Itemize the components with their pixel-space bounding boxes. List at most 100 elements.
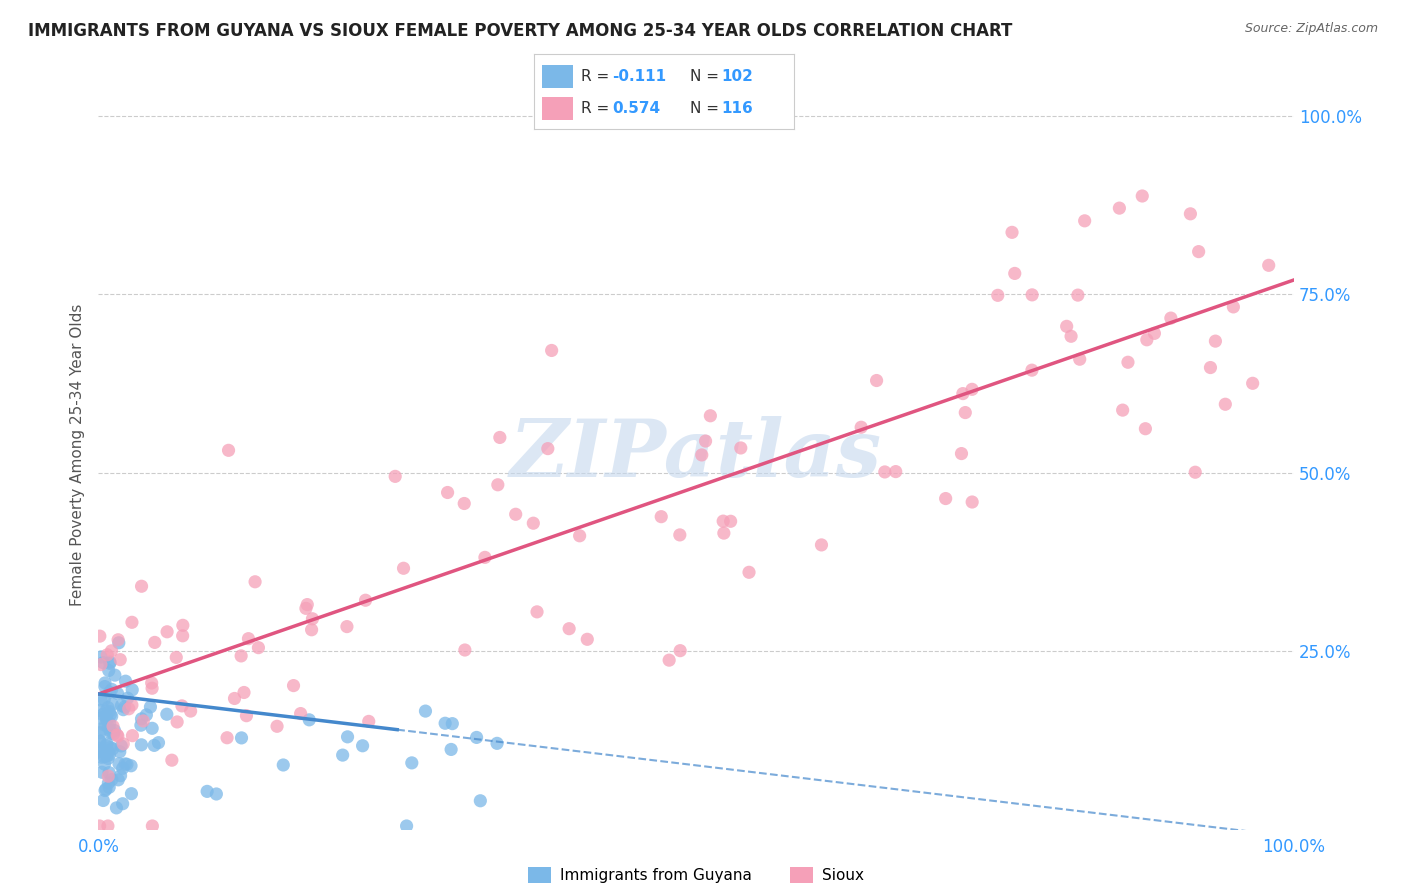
Point <box>90 657 112 672</box>
Point <box>97 720 120 734</box>
Point <box>89 703 111 717</box>
Point <box>537 442 560 456</box>
Point <box>235 708 257 723</box>
Point <box>849 420 872 434</box>
Point <box>114 700 136 714</box>
Point <box>1021 288 1043 302</box>
Point <box>415 704 437 718</box>
Text: 116: 116 <box>721 102 754 116</box>
Point <box>117 691 139 706</box>
Point <box>90 750 112 764</box>
Point <box>100 709 122 723</box>
Point <box>392 561 415 575</box>
Point <box>540 343 562 358</box>
Point <box>298 713 321 727</box>
Point <box>955 406 977 420</box>
Point <box>105 801 128 815</box>
Point <box>143 739 166 753</box>
Point <box>1116 355 1139 369</box>
Point <box>301 612 323 626</box>
Point <box>1135 422 1157 436</box>
Point <box>107 729 129 743</box>
Point <box>730 441 752 455</box>
Point <box>94 705 117 719</box>
Point <box>97 751 120 765</box>
Point <box>470 794 492 808</box>
Point <box>960 495 983 509</box>
Bar <box>543 65 574 87</box>
Point <box>271 758 294 772</box>
Point <box>1021 363 1043 377</box>
Point <box>1213 397 1236 411</box>
Point <box>1069 352 1091 367</box>
Point <box>247 640 270 655</box>
Point <box>94 680 117 694</box>
Point <box>526 605 548 619</box>
Point <box>454 643 477 657</box>
Point <box>156 707 179 722</box>
Point <box>139 700 162 714</box>
Point <box>233 685 256 699</box>
Point <box>121 615 143 630</box>
Point <box>112 737 135 751</box>
Point <box>89 733 111 747</box>
Point <box>434 716 457 731</box>
Point <box>295 601 318 615</box>
Point <box>97 776 120 790</box>
Text: IMMIGRANTS FROM GUYANA VS SIOUX FEMALE POVERTY AMONG 25-34 YEAR OLDS CORRELATION: IMMIGRANTS FROM GUYANA VS SIOUX FEMALE P… <box>28 22 1012 40</box>
Point <box>107 772 129 787</box>
Point <box>231 731 253 745</box>
Text: R =: R = <box>581 102 614 116</box>
Point <box>110 698 132 713</box>
Point <box>94 718 117 732</box>
Point <box>89 741 111 756</box>
Point <box>352 739 374 753</box>
Point <box>98 765 121 780</box>
Point <box>101 719 124 733</box>
Point <box>118 702 141 716</box>
Point <box>100 772 122 787</box>
Point <box>231 648 253 663</box>
Point <box>108 756 131 771</box>
Point <box>100 682 122 697</box>
Point <box>93 692 115 706</box>
Point <box>89 734 111 748</box>
Point <box>93 757 115 772</box>
Point <box>105 728 128 742</box>
Text: Source: ZipAtlas.com: Source: ZipAtlas.com <box>1244 22 1378 36</box>
Point <box>1257 258 1279 272</box>
Point <box>505 508 527 522</box>
Point <box>90 649 112 664</box>
Point <box>89 745 111 759</box>
Point <box>111 761 134 775</box>
Point <box>395 819 418 833</box>
Point <box>131 738 153 752</box>
Point <box>884 465 907 479</box>
Point <box>266 719 288 733</box>
Point <box>224 691 246 706</box>
Point <box>96 709 118 723</box>
Point <box>96 712 118 726</box>
Point <box>97 664 120 678</box>
Point <box>129 718 152 732</box>
Point <box>90 711 112 725</box>
Point <box>172 618 194 632</box>
Point <box>89 819 111 833</box>
Point <box>486 736 509 750</box>
Point <box>950 446 973 460</box>
Point <box>103 727 125 741</box>
Point <box>1143 326 1166 341</box>
Point <box>218 443 240 458</box>
Point <box>98 705 121 719</box>
Point <box>98 747 121 762</box>
Point <box>810 538 832 552</box>
Point <box>100 726 122 740</box>
Text: N =: N = <box>690 102 724 116</box>
Point <box>1160 311 1182 326</box>
Point <box>103 723 125 738</box>
Point <box>1184 465 1206 479</box>
Point <box>98 707 121 722</box>
Point <box>357 714 380 729</box>
Point <box>121 682 143 697</box>
Point <box>110 653 132 667</box>
